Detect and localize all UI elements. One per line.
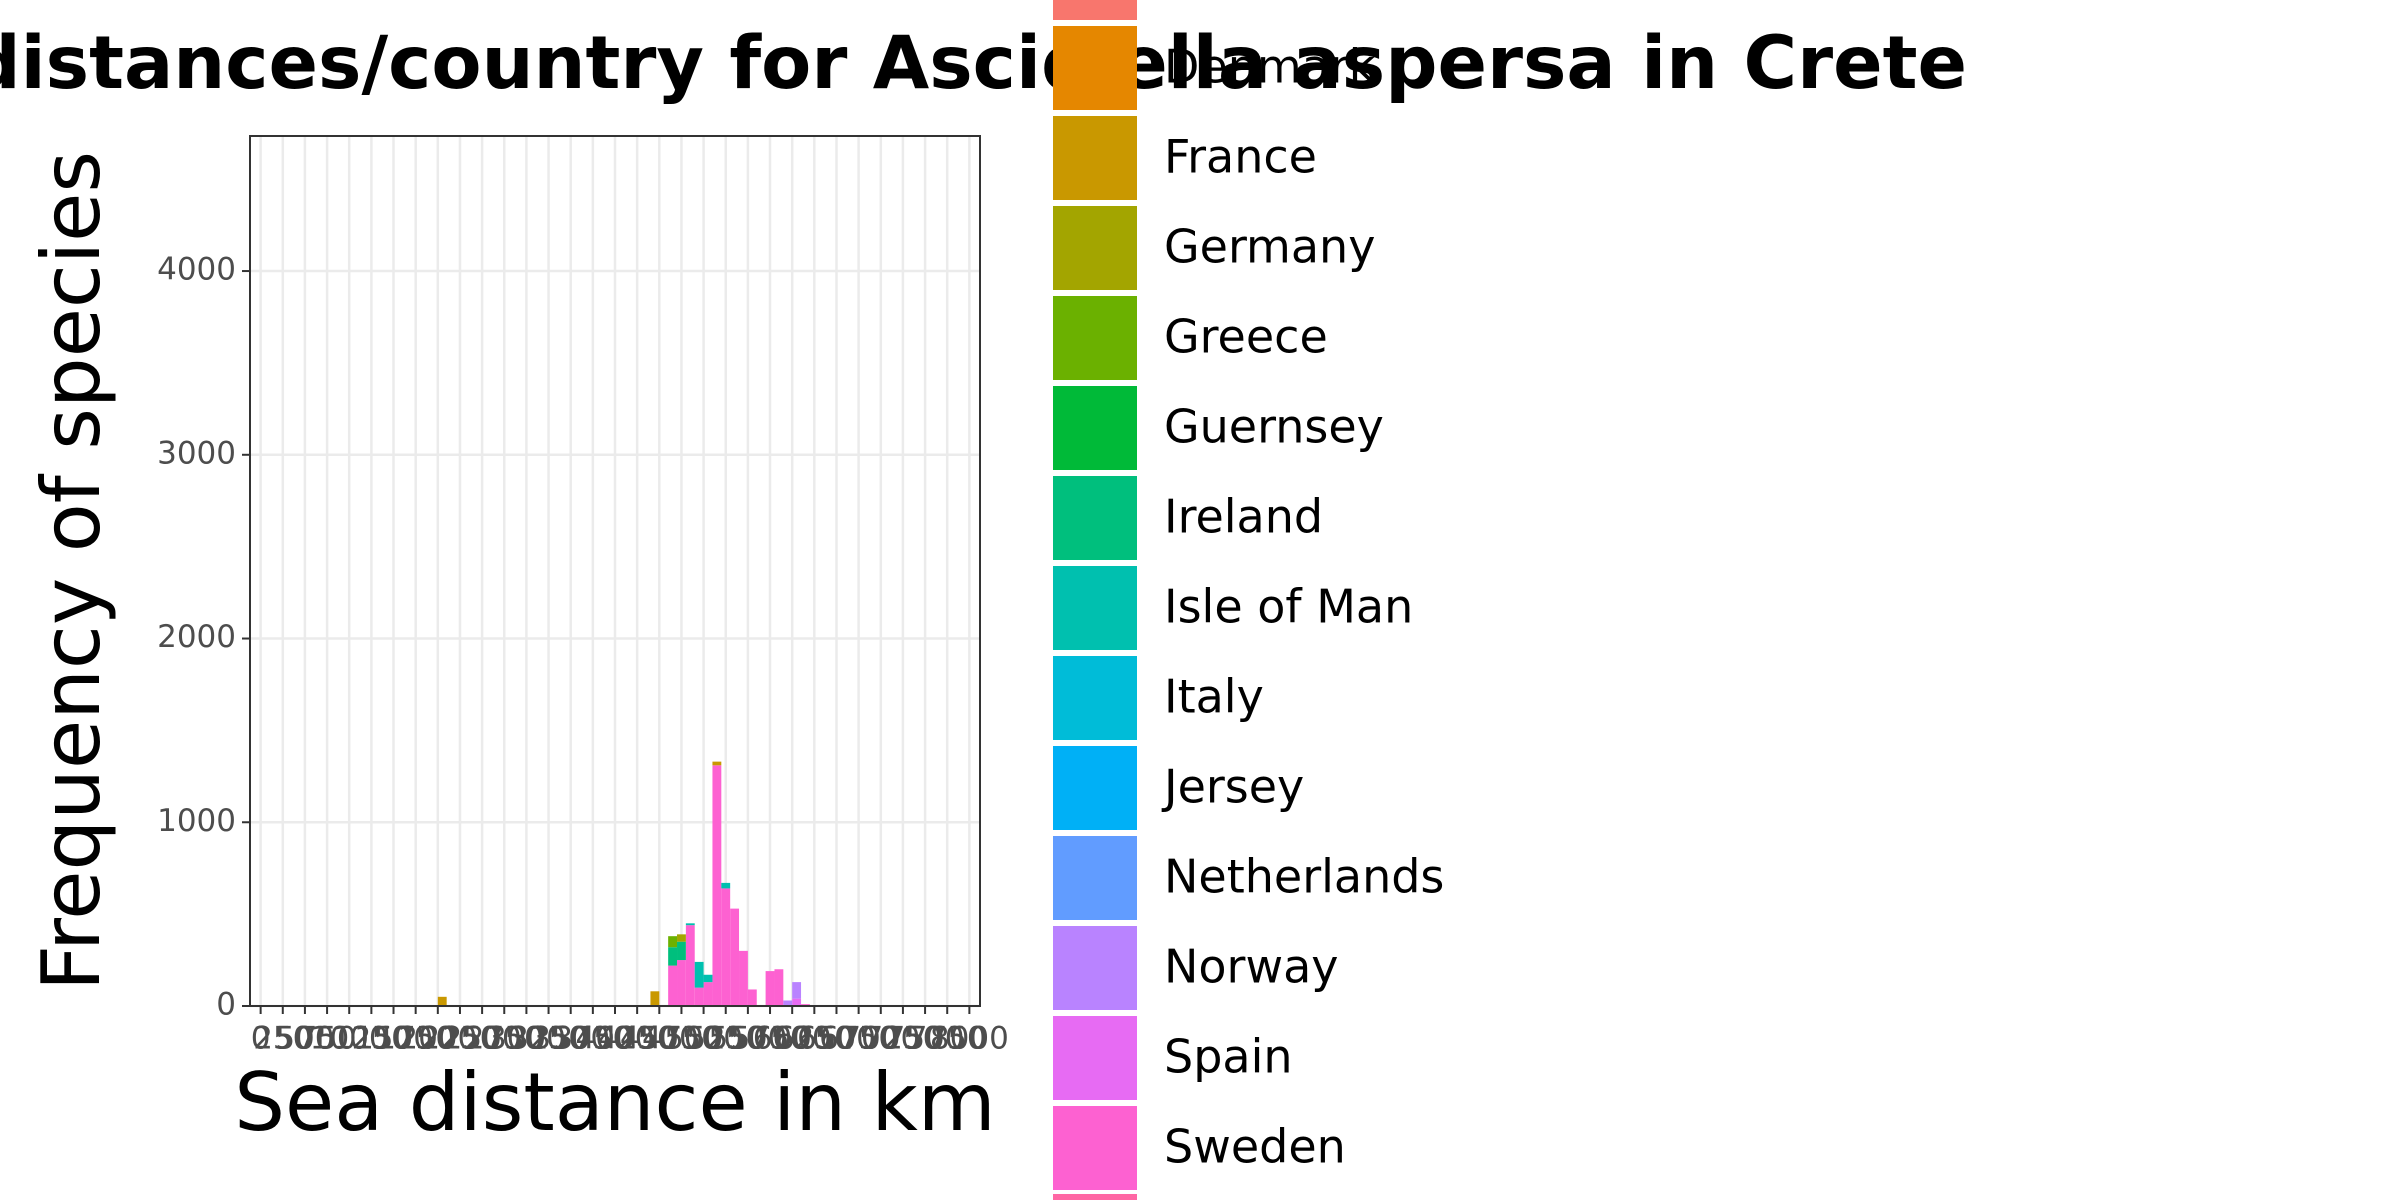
bar — [703, 982, 713, 1006]
legend-label: Denmark — [1164, 40, 1376, 94]
bar — [739, 950, 748, 1006]
bar — [694, 961, 704, 988]
x-tick-label: 6000 — [753, 1021, 832, 1057]
legend-key — [1053, 1016, 1137, 1100]
x-tick-label: 7250 — [863, 1021, 942, 1057]
legend-label: Norway — [1164, 940, 1339, 994]
x-tick-label: 3750 — [553, 1021, 632, 1057]
legend-label: Greece — [1164, 310, 1328, 364]
legend-label: Sweden — [1164, 1120, 1346, 1174]
legend-key — [1053, 926, 1137, 1010]
x-tick-label: 750 — [297, 1021, 356, 1057]
bar — [765, 971, 775, 1006]
x-tick-label: 7750 — [908, 1021, 987, 1057]
bar — [677, 941, 686, 961]
legend-key — [1053, 206, 1137, 290]
legend-key — [1053, 1106, 1137, 1190]
x-tick-label: 4000 — [576, 1021, 655, 1057]
chart-title: Sea distances/country for Ascidiella asp… — [0, 21, 1967, 106]
legend-key-clipped — [1053, 0, 1137, 20]
x-tick-label: 3250 — [509, 1021, 588, 1057]
bar — [730, 908, 740, 1006]
x-tick-label: 4250 — [598, 1021, 677, 1057]
x-tick-label: 1500 — [354, 1021, 433, 1057]
legend-key — [1053, 116, 1137, 200]
legend-key-clipped — [1053, 1194, 1137, 1200]
bar — [685, 925, 695, 1006]
legend-label: Ireland — [1164, 490, 1323, 544]
x-tick-label: 2250 — [421, 1021, 500, 1057]
legend-label: Netherlands — [1164, 850, 1444, 904]
bar — [721, 882, 731, 889]
legend-key — [1053, 476, 1137, 560]
y-tick-label: 4000 — [157, 252, 236, 288]
y-axis-title: Frequency of species — [25, 151, 118, 991]
x-tick-label: 500 — [275, 1021, 334, 1057]
bar — [712, 761, 722, 766]
x-tick-label: 3000 — [487, 1021, 566, 1057]
legend-key — [1053, 386, 1137, 470]
bar — [792, 998, 802, 1006]
bar — [721, 888, 731, 1006]
y-tick-label: 3000 — [157, 435, 236, 471]
x-tick-label: 1000 — [310, 1021, 389, 1057]
bar — [677, 934, 686, 942]
x-tick-label: 7500 — [886, 1021, 965, 1057]
bar — [437, 996, 447, 1006]
x-tick-label: 4500 — [620, 1021, 699, 1057]
x-tick-label: 250 — [253, 1021, 312, 1057]
x-tick-label: 2000 — [398, 1021, 477, 1057]
bar — [685, 923, 695, 926]
bar — [668, 936, 678, 948]
x-tick-label: 8000 — [930, 1021, 1009, 1057]
bar — [677, 960, 686, 1006]
x-tick-label: 4750 — [642, 1021, 721, 1057]
legend-label: Spain — [1164, 1030, 1293, 1084]
bar — [712, 765, 722, 1006]
legend-label: Italy — [1164, 670, 1264, 724]
x-tick-label: 0 — [251, 1021, 271, 1057]
legend-key — [1053, 26, 1137, 110]
x-axis-title: Sea distance in km — [234, 1056, 995, 1149]
bar — [650, 991, 660, 1006]
x-tick-label: 5750 — [731, 1021, 810, 1057]
legend-key — [1053, 566, 1137, 650]
bar — [792, 982, 802, 999]
x-tick-label: 6250 — [775, 1021, 854, 1057]
bar — [694, 987, 704, 1006]
legend-key — [1053, 296, 1137, 380]
x-tick-label: 2500 — [443, 1021, 522, 1057]
y-tick-label: 2000 — [157, 619, 236, 655]
bar — [668, 947, 678, 966]
x-tick-label: 1250 — [332, 1021, 411, 1057]
legend-label: Guernsey — [1164, 400, 1384, 454]
legend-key — [1053, 836, 1137, 920]
x-tick-label: 6500 — [797, 1021, 876, 1057]
x-tick-label: 2750 — [465, 1021, 544, 1057]
bar — [774, 969, 784, 1006]
x-tick-label: 7000 — [841, 1021, 920, 1057]
x-tick-label: 1750 — [376, 1021, 455, 1057]
legend-key — [1053, 746, 1137, 830]
bar — [668, 965, 678, 1006]
x-tick-label: 5500 — [708, 1021, 787, 1057]
bar — [703, 974, 713, 983]
x-tick-label: 6750 — [819, 1021, 898, 1057]
bar — [783, 1000, 793, 1006]
bar — [747, 989, 757, 1006]
y-tick-label: 0 — [216, 987, 236, 1023]
legend-label: France — [1164, 130, 1317, 184]
legend-label: Isle of Man — [1164, 580, 1413, 634]
legend-label: Jersey — [1161, 760, 1304, 814]
legend-label: Germany — [1164, 220, 1375, 274]
legend-key — [1053, 656, 1137, 740]
x-tick-label: 5250 — [686, 1021, 765, 1057]
x-tick-label: 3500 — [531, 1021, 610, 1057]
y-tick-label: 1000 — [157, 803, 236, 839]
x-tick-label: 5000 — [664, 1021, 743, 1057]
